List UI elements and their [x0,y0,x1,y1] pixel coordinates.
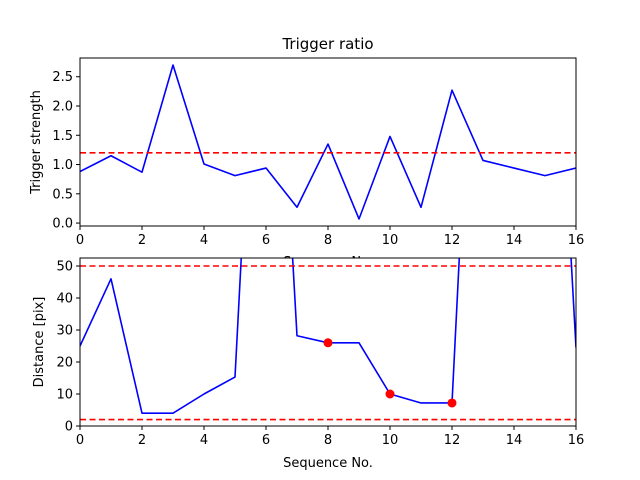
x-tick-label: 6 [262,233,270,248]
y-tick-label: 0.0 [52,217,73,232]
x-tick-label: 14 [506,433,523,448]
y-tick-label: 0.5 [52,187,73,202]
x-tick-label: 16 [568,233,585,248]
x-tick-label: 0 [76,433,84,448]
distance-plot: 0 2 4 6 8 10 12 14 16 0 10 20 30 40 50 Sequence No. Di… [32,257,584,471]
plot-title: Trigger ratio [281,35,373,53]
x-tick-label: 2 [138,433,146,448]
x-tick-label: 8 [324,233,332,248]
x-tick-label: 2 [138,233,146,248]
y-tick-label: 50 [56,260,73,275]
x-tick-label: 4 [200,233,208,248]
top-plot-area [80,64,576,220]
bottom-plot-area [80,258,576,421]
y-tick-label: 0 [65,420,73,435]
y-tick-label: 40 [56,292,73,307]
series-line-0 [80,64,576,220]
y-tick-label: 30 [56,324,73,339]
x-tick-label: 10 [382,233,399,248]
data-marker [385,389,395,399]
data-marker [323,338,333,348]
y-tick-label: 10 [56,388,73,403]
y-tick-label: 1.5 [52,129,73,144]
x-tick-label: 16 [568,433,585,448]
y-tick-label: 2.0 [52,100,73,115]
x-tick-label: 4 [200,433,208,448]
x-tick-label: 6 [262,433,270,448]
x-tick-label: 0 [76,233,84,248]
bottom-axis-ticks: 0 2 4 6 8 10 12 14 16 0 10 20 30 40 50 [56,260,584,449]
x-tick-label: 12 [444,233,461,248]
y-tick-label: 1.0 [52,158,73,173]
bottom-axes-frame [79,257,577,427]
y-tick-label: 20 [56,356,73,371]
top-axes-frame [79,57,577,227]
x-tick-label: 12 [444,433,461,448]
y-tick-label: 2.5 [52,70,73,85]
x-tick-label: 14 [506,233,523,248]
x-tick-label: 8 [324,433,332,448]
top-axis-ticks: 0 2 4 6 8 10 12 14 16 0.0 0.5 1.0 1.5 2.0 2.5 [52,70,584,248]
x-tick-label: 10 [382,433,399,448]
bottom-x-axis-label: Sequence No. [283,456,373,471]
data-marker [447,398,457,408]
bottom-y-axis-label: Distance [pix] [32,297,47,388]
top-y-axis-label: Trigger strength [29,90,44,195]
